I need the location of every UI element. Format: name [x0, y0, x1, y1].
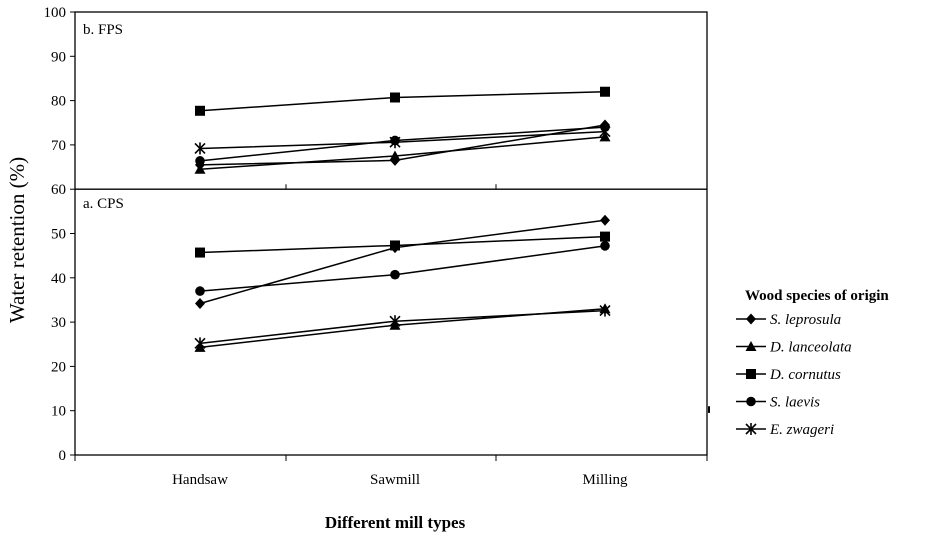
y-tick-label: 50 — [51, 227, 66, 243]
x-axis-title: Different mill types — [325, 513, 466, 532]
legend-label: D. lanceolata — [769, 340, 852, 356]
marker-star — [194, 142, 206, 155]
legend-label: E. zwageri — [769, 422, 834, 438]
marker-diamond — [746, 313, 756, 325]
marker-circle — [390, 269, 400, 280]
panel-label: a. CPS — [83, 196, 124, 212]
y-tick-label: 60 — [51, 182, 66, 198]
series-layer — [194, 86, 611, 352]
y-tick-label: 70 — [51, 138, 66, 154]
y-tick-label: 20 — [51, 359, 66, 375]
legend-entry: D. lanceolata — [736, 340, 852, 356]
series-star — [194, 125, 611, 155]
series-star — [194, 304, 611, 350]
legend-entry: S. laevis — [736, 395, 820, 411]
marker-star — [599, 304, 611, 317]
panel-label: b. FPS — [83, 22, 123, 38]
legend: Wood species of origin S. leprosula D. la… — [736, 288, 889, 438]
series-line — [199, 308, 606, 349]
series-square — [195, 86, 610, 116]
series-diamond — [195, 214, 610, 309]
y-tick-label: 40 — [51, 271, 66, 287]
marker-circle — [746, 396, 756, 407]
marker-square — [195, 247, 205, 258]
marker-square — [390, 240, 400, 251]
x-tick-label: Sawmill — [370, 472, 420, 488]
series-square — [195, 231, 610, 258]
legend-entry: D. cornutus — [736, 367, 841, 383]
marker-star — [389, 136, 401, 149]
y-tick-label: 90 — [51, 49, 66, 65]
legend-label: D. cornutus — [769, 367, 841, 383]
marker-circle — [600, 241, 610, 251]
y-tick-label: 0 — [59, 448, 67, 464]
series-triangle — [194, 303, 611, 352]
series-line — [199, 245, 606, 292]
y-tick-label: 10 — [51, 404, 66, 420]
marker-square — [195, 105, 205, 116]
y-tick-label: 100 — [44, 5, 67, 21]
marker-star — [599, 125, 611, 138]
marker-star — [745, 423, 757, 435]
y-tick-label: 30 — [51, 315, 66, 331]
marker-square — [600, 231, 610, 242]
marker-circle — [195, 286, 205, 296]
series-line — [199, 235, 606, 254]
series-diamond — [195, 119, 610, 171]
marker-square — [390, 92, 400, 103]
y-tick-label: 80 — [51, 94, 66, 110]
marker-diamond — [195, 297, 205, 309]
legend-label: S. laevis — [770, 395, 820, 411]
axes: 0 10 20 30 40 50 60 70 80 90 100 Handsaw Sawmill Mill… — [44, 5, 710, 488]
marker-star — [389, 315, 401, 328]
plot-frame — [74, 11, 708, 456]
legend-entry: E. zwageri — [736, 422, 834, 438]
series-circle — [195, 241, 610, 296]
marker-triangle — [745, 341, 757, 351]
y-axis-title: Water retention (%) — [5, 157, 29, 323]
marker-triangle — [194, 163, 206, 174]
marker-circle — [195, 156, 205, 166]
x-tick-label: Milling — [582, 472, 628, 488]
series-triangle — [194, 131, 611, 174]
marker-star — [194, 337, 206, 350]
marker-square — [746, 369, 756, 379]
x-tick-label: Handsaw — [172, 472, 228, 488]
series-line — [199, 309, 606, 345]
series-line — [199, 219, 606, 305]
marker-diamond — [600, 214, 610, 226]
legend-label: S. leprosula — [770, 312, 841, 328]
legend-title: Wood species of origin — [745, 288, 889, 304]
marker-triangle — [389, 150, 401, 161]
marker-square — [600, 86, 610, 97]
legend-entry: S. leprosula — [736, 312, 841, 328]
series-line — [199, 90, 606, 112]
